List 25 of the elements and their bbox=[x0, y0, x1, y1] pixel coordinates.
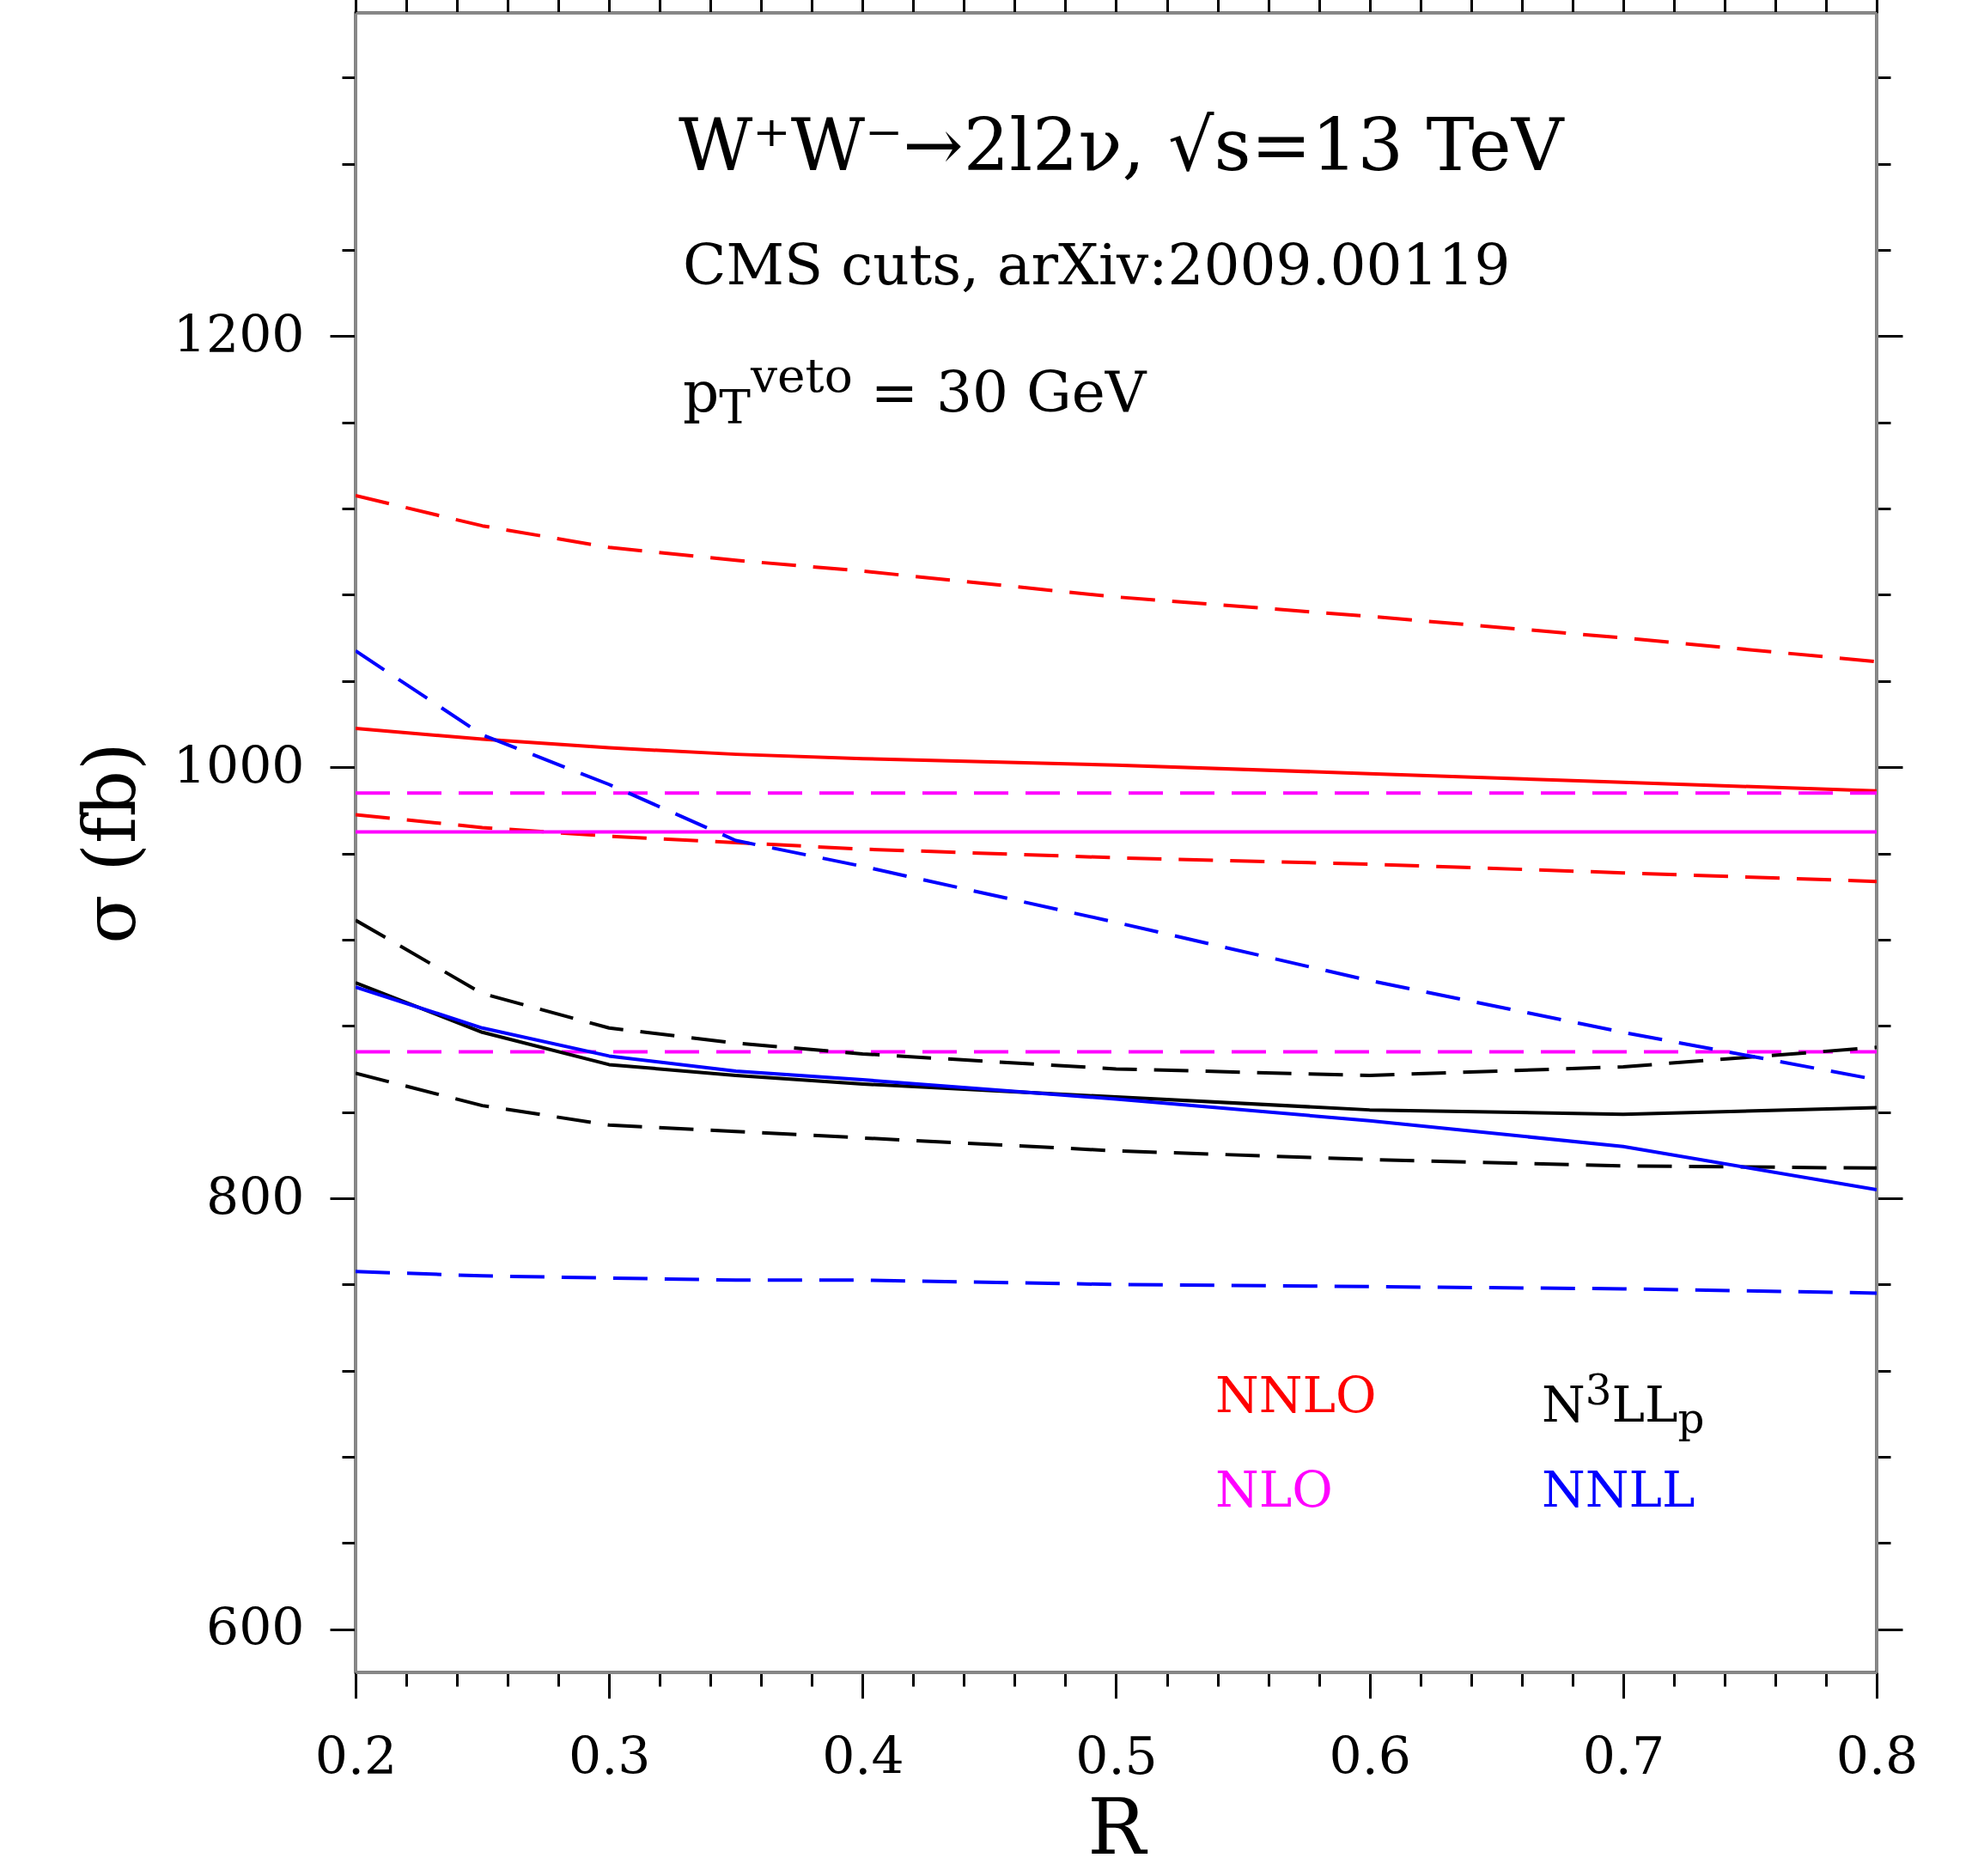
text: N$^{3}$LL$_{p}$ bbox=[1542, 1366, 1706, 1444]
line-series bbox=[356, 727, 1877, 793]
x-tick-label: 0.3 bbox=[568, 1725, 651, 1786]
text: NNLO bbox=[1215, 1366, 1378, 1426]
y-tick-label: 600 bbox=[205, 1597, 305, 1658]
x-tick-label: 0.4 bbox=[822, 1725, 904, 1786]
y-tick-label: 1000 bbox=[173, 734, 305, 795]
annotation: p$_{T}$$^{veto}$ = 30 GeV bbox=[683, 348, 1147, 436]
y-axis-title: σ (fb) bbox=[67, 742, 152, 944]
line-series bbox=[356, 494, 1877, 664]
x-tick-label: 0.6 bbox=[1329, 1725, 1411, 1786]
line-series bbox=[356, 985, 1877, 1191]
text: NLO bbox=[1215, 1460, 1334, 1520]
line-series bbox=[356, 1270, 1877, 1295]
text: W⁺W⁻→2l2ν, √s=13 TeV bbox=[679, 103, 1564, 187]
annotation: CMS cuts, arXiv:2009.00119 bbox=[683, 232, 1511, 298]
x-tick-label: 0.2 bbox=[314, 1725, 398, 1786]
y-tick-label: 1200 bbox=[173, 303, 305, 364]
x-tick-label: 0.8 bbox=[1835, 1725, 1919, 1786]
x-tick-label: 0.7 bbox=[1582, 1725, 1665, 1786]
line-series bbox=[356, 918, 1877, 1077]
y-tick-label: 800 bbox=[205, 1166, 305, 1227]
text: NNLL bbox=[1542, 1460, 1696, 1520]
line-series bbox=[356, 1071, 1877, 1170]
line-series bbox=[356, 813, 1877, 884]
